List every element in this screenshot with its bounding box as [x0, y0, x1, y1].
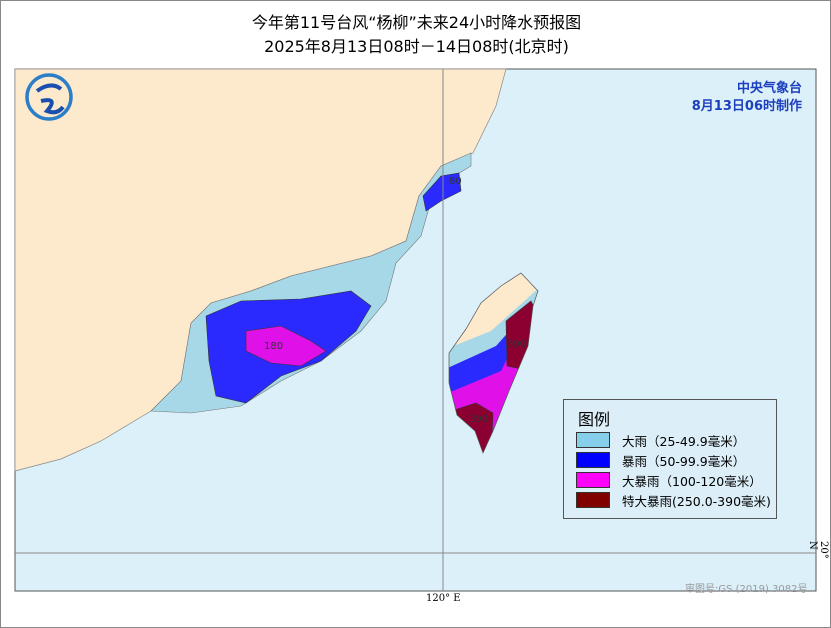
contour-label: 180 [264, 341, 283, 352]
legend-item: 暴雨（50-99.9毫米） [576, 451, 745, 469]
legend-label: 暴雨（50-99.9毫米） [622, 453, 746, 469]
contour-label: 390 [469, 414, 488, 425]
heavy-rainstorm-area [245, 325, 327, 367]
issue-time: 8月13日06时制作 [691, 99, 802, 114]
legend-label: 大雨（25-49.9毫米） [622, 433, 746, 449]
map-approval-number: 审图号:GS (2019) 3082号 [685, 584, 808, 595]
legend-item: 大雨（25-49.9毫米） [576, 431, 745, 449]
latitude-label: 20° N [807, 541, 829, 559]
legend-title: 图例 [578, 410, 611, 429]
legend-swatch [576, 472, 610, 488]
cma-logo [25, 73, 73, 121]
contour-label: 390 [507, 339, 526, 350]
longitude-label: 120° E [426, 593, 461, 604]
legend-swatch [576, 452, 610, 468]
legend-item: 大暴雨（100-120毫米） [576, 471, 762, 489]
map-subtitle: 2025年8月13日08时－14日08时(北京时) [264, 37, 569, 56]
legend-swatch [576, 492, 610, 508]
legend-item: 特大暴雨(250.0-390毫米) [576, 491, 771, 509]
legend-label: 特大暴雨(250.0-390毫米) [622, 493, 771, 509]
legend-label: 大暴雨（100-120毫米） [622, 473, 762, 489]
taiwan-outline [448, 272, 539, 454]
map-title: 今年第11号台风“杨柳”未来24小时降水预报图 [251, 13, 582, 32]
rainstorm-area-2 [422, 172, 462, 212]
agency-name: 中央气象台 [736, 81, 802, 96]
contour-label: 80 [449, 176, 462, 187]
legend-swatch [576, 432, 610, 448]
legend: 图例 大雨（25-49.9毫米） 暴雨（50-99.9毫米） 大暴雨（100-1… [563, 399, 777, 519]
